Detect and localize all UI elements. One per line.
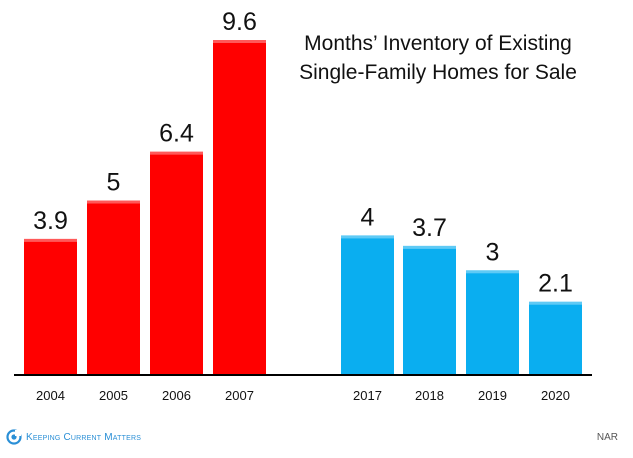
x-tick-label-2020: 2020 [541,388,570,403]
chart-title-line-2: Single-Family Homes for Sale [299,61,577,84]
value-label-2019: 3 [486,238,500,266]
x-tick-label-2007: 2007 [225,388,254,403]
bar-highlight-2017 [341,235,394,239]
chart-title-line-1: Months’ Inventory of Existing [304,32,572,55]
brand-swirl-icon [6,429,22,445]
bar-highlight-2020 [529,301,582,305]
x-tick-label-2019: 2019 [478,388,507,403]
value-label-2018: 3.7 [412,214,447,242]
bar-2017 [341,235,394,375]
value-label-2004: 3.9 [33,207,68,235]
bar-highlight-2005 [87,200,140,204]
brand-name: Keeping Current Matters [26,431,142,443]
bar-2020 [529,301,582,375]
bar-2006 [150,151,203,375]
x-tick-label-2006: 2006 [162,388,191,403]
bar-highlight-2019 [466,270,519,274]
x-tick-label-2005: 2005 [99,388,128,403]
bar-2018 [403,245,456,375]
chart-title: Months’ Inventory of Existing Single-Fam… [299,32,577,84]
value-label-2017: 4 [361,203,375,231]
source-label: NAR [596,432,618,443]
value-label-2007: 9.6 [222,8,257,36]
x-tick-label-2018: 2018 [415,388,444,403]
x-tick-label-2004: 2004 [36,388,65,403]
bar-2019 [466,270,519,375]
bar-highlight-2006 [150,151,203,155]
bar-2004 [24,238,77,375]
value-label-2006: 6.4 [159,120,194,148]
brand-logo: Keeping Current Matters [6,429,141,445]
bar-2005 [87,200,140,375]
bar-2007 [213,40,266,375]
value-label-2020: 2.1 [538,270,573,298]
x-tick-label-2017: 2017 [353,388,382,403]
bar-highlight-2007 [213,40,266,43]
bar-highlight-2018 [403,245,456,249]
value-label-2005: 5 [107,169,121,197]
bar-highlight-2004 [24,238,77,242]
